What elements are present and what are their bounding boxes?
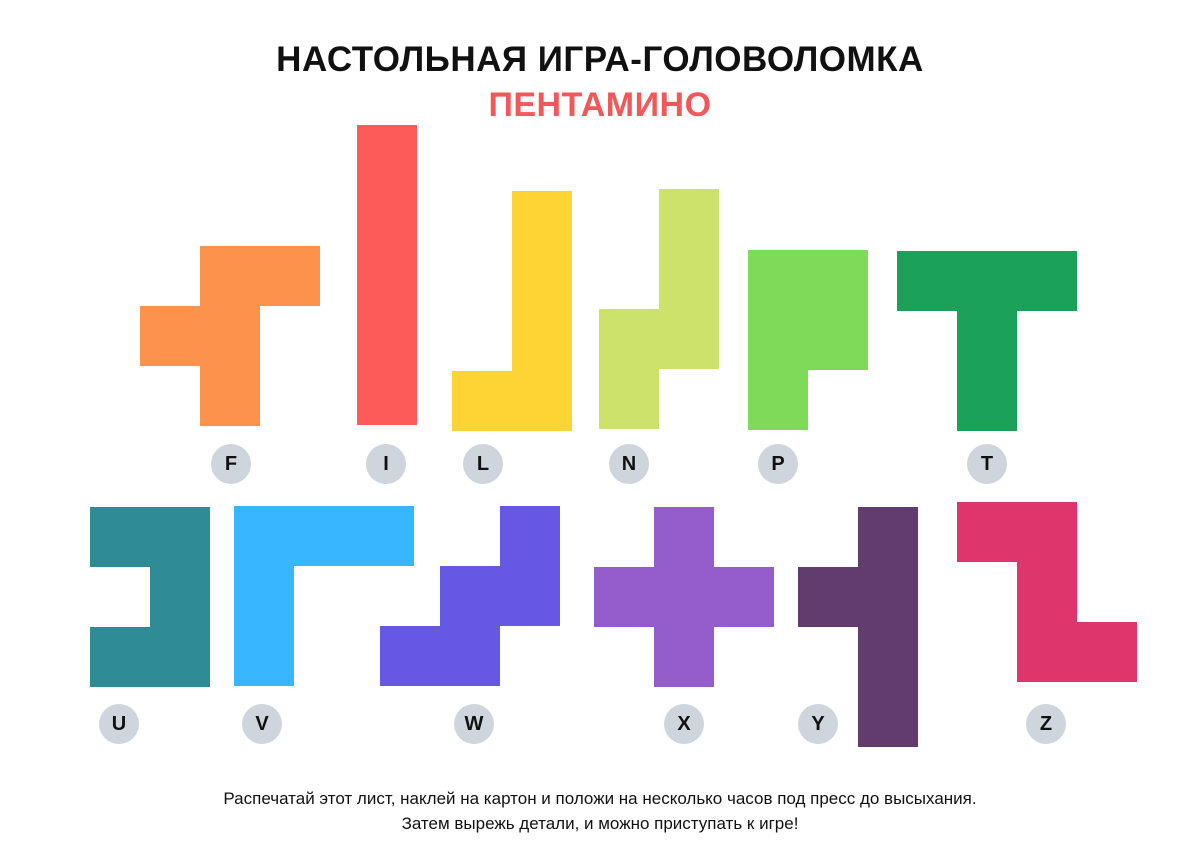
piece-label-w: W — [454, 704, 494, 744]
pentomino-cell — [357, 365, 417, 425]
pentomino-cell — [357, 125, 417, 185]
pentomino-cell — [90, 507, 150, 567]
piece-label-p: P — [758, 444, 798, 484]
instructions-line-2: Затем вырежь детали, и можно приступать … — [401, 814, 799, 833]
pentomino-cell — [808, 250, 868, 310]
pentomino-cell — [440, 626, 500, 686]
pentomino-cell — [500, 566, 560, 626]
pentomino-cell — [150, 507, 210, 567]
pentomino-cell — [1017, 502, 1077, 562]
pentomino-cell — [957, 502, 1017, 562]
pentomino-cell — [748, 310, 808, 370]
piece-label-u: U — [99, 704, 139, 744]
pentomino-cell — [512, 371, 572, 431]
pentomino-cell — [357, 245, 417, 305]
piece-label-l: L — [463, 444, 503, 484]
pentomino-cell — [659, 309, 719, 369]
pentomino-cell — [200, 246, 260, 306]
pentomino-cell — [957, 371, 1017, 431]
pentomino-cell — [798, 567, 858, 627]
pentomino-cell — [957, 311, 1017, 371]
instructions-line-1: Распечатай этот лист, наклей на картон и… — [223, 789, 977, 808]
pentomino-cell — [748, 370, 808, 430]
piece-label-x: X — [664, 704, 704, 744]
pentomino-cell — [858, 567, 918, 627]
pentomino-cell — [150, 627, 210, 687]
pentomino-cell — [1017, 562, 1077, 622]
pentomino-cell — [234, 566, 294, 626]
piece-label-t: T — [967, 444, 1007, 484]
pentomino-cell — [897, 251, 957, 311]
pentomino-cell — [234, 626, 294, 686]
piece-label-v: V — [242, 704, 282, 744]
pentomino-cell — [200, 366, 260, 426]
pentomino-cell — [260, 246, 320, 306]
pentomino-cell — [150, 567, 210, 627]
pentomino-cell — [512, 191, 572, 251]
pentomino-cell — [659, 249, 719, 309]
pentomino-cell — [200, 306, 260, 366]
pentomino-cell — [1077, 622, 1137, 682]
pentomino-cell — [452, 371, 512, 431]
pentomino-cell — [858, 687, 918, 747]
pentomino-cell — [714, 567, 774, 627]
pentomino-cell — [957, 251, 1017, 311]
pentomino-cell — [380, 626, 440, 686]
pentomino-cell — [512, 311, 572, 371]
pentomino-cell — [599, 309, 659, 369]
pentomino-cell — [808, 310, 868, 370]
page-title: НАСТОЛЬНАЯ ИГРА-ГОЛОВОЛОМКА — [276, 40, 924, 79]
pentomino-cell — [654, 627, 714, 687]
pentomino-cell — [357, 305, 417, 365]
instructions: Распечатай этот лист, наклей на картон и… — [0, 786, 1200, 836]
piece-label-n: N — [609, 444, 649, 484]
pentomino-cell — [659, 189, 719, 249]
pentomino-cell — [90, 627, 150, 687]
pentomino-cell — [140, 306, 200, 366]
pentomino-cell — [1017, 622, 1077, 682]
piece-label-f: F — [211, 444, 251, 484]
piece-label-i: I — [366, 444, 406, 484]
pentomino-cell — [512, 251, 572, 311]
pentomino-cell — [1017, 251, 1077, 311]
pentomino-cell — [748, 250, 808, 310]
pentomino-cell — [234, 506, 294, 566]
pentomino-cell — [594, 567, 654, 627]
pentomino-cell — [599, 369, 659, 429]
piece-label-z: Z — [1026, 704, 1066, 744]
pentomino-cell — [294, 506, 354, 566]
pentomino-cell — [654, 567, 714, 627]
pentomino-cell — [858, 627, 918, 687]
page-subtitle: ПЕНТАМИНО — [488, 86, 712, 124]
pentomino-cell — [654, 507, 714, 567]
piece-label-y: Y — [798, 704, 838, 744]
pentomino-cell — [440, 566, 500, 626]
pentomino-cell — [357, 185, 417, 245]
pentomino-cell — [500, 506, 560, 566]
pentomino-cell — [858, 507, 918, 567]
pentomino-cell — [354, 506, 414, 566]
